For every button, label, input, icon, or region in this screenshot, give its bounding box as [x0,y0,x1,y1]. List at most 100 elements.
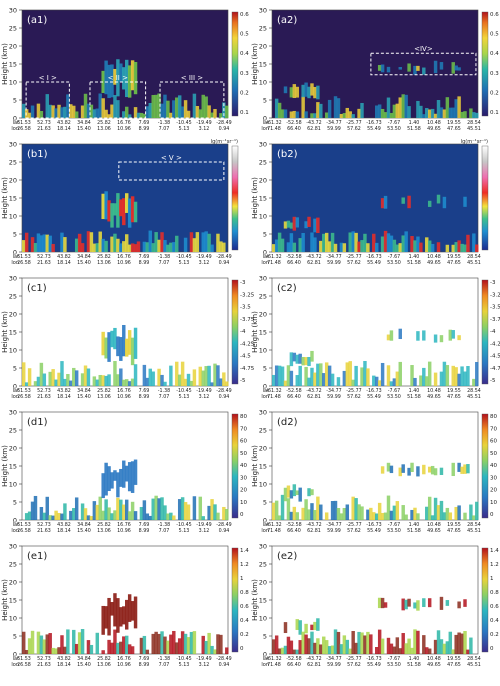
heatmap-cell [89,232,94,252]
lat-tick-label: 34.84 [77,522,91,528]
heatmap-cell [357,108,361,118]
y-axis-label: Height (km) [251,445,259,487]
heatmap-cell [292,352,297,362]
heatmap-cell [57,512,61,520]
colorbar-tick-label: 60 [240,439,247,445]
lat-tick-label: -1.38 [158,254,170,260]
heatmap-cell [416,630,420,654]
heatmap-cell [107,507,111,520]
heatmap-cell [154,232,158,252]
y-tick-label: 30 [9,409,17,417]
heatmap-cell [425,108,429,118]
lat-tick-label: -28.49 [216,120,231,126]
heatmap-cell [172,100,176,118]
lon-tick-label: 7.07 [159,528,170,534]
heatmap-cell [92,109,97,118]
lat-tick-label: -61.32 [266,120,281,126]
heatmap-cell [204,96,208,118]
heatmap-cell [419,242,423,252]
heatmap-cell [445,600,450,606]
heatmap-cell [395,637,400,654]
lon-tick-label: 71.48 [267,260,281,266]
heatmap-cell [210,112,214,118]
heatmap-cell [377,380,382,386]
panel-label: (a1) [27,15,47,26]
heatmap-cell [177,499,182,520]
y-tick-label: 15 [9,597,17,605]
heatmap-cell [466,649,470,654]
heatmap-cell [136,112,141,118]
y-tick-label: 10 [259,615,267,623]
y-axis-label: Height (km) [1,445,9,487]
heatmap-cell [183,100,188,118]
heatmap-cell [86,640,91,654]
heatmap-cell [207,632,211,654]
colorbar [231,413,239,519]
heatmap-cell [151,633,155,654]
heatmap-cell [130,501,135,520]
lon-tick-label: 59.99 [327,662,341,668]
heatmap-cell [380,638,385,654]
lon-tick-label: 15.40 [77,126,91,132]
heatmap-cell [27,112,32,118]
y-tick-label: 5 [13,97,17,105]
y-tick-label: 20 [259,311,267,319]
heatmap-cell [72,105,76,118]
heatmap-cell [292,242,297,252]
heatmap-cell [39,635,44,654]
lon-tick-label: 45.51 [467,394,481,400]
heatmap-cell [380,236,385,252]
lat-label: lat [263,120,269,126]
lon-tick-label: 21.63 [37,260,51,266]
y-tick-label: 0 [13,115,17,123]
heatmap-cell [116,374,120,386]
heatmap-cell [277,365,282,386]
y-axis-label: Height (km) [251,43,259,85]
heatmap-cell [395,501,400,520]
heatmap-cell [442,512,447,520]
colorbar-tick-label: -5 [240,378,246,384]
heatmap-cell [183,378,188,386]
lat-tick-label: -19.49 [196,656,211,662]
heatmap-cell [36,103,41,118]
heatmap-cell [377,597,382,609]
heatmap-cell [295,649,299,654]
heatmap-cell [336,377,341,386]
heatmap-cell [286,242,291,252]
heatmap-cell [313,237,317,252]
heatmap-cell [107,597,111,636]
heatmap-cell [360,632,364,654]
heatmap-cell [430,243,435,252]
heatmap-cell [60,232,64,252]
heatmap-cell [189,380,194,386]
heatmap-cell [27,368,32,386]
heatmap-cell [380,512,385,520]
panel-b2: 0 5 10 15 20 25 30 Height (km) (b2) latlon-61.327… [251,139,489,266]
heatmap-cell [375,105,379,118]
heatmap-cell [283,645,288,654]
heatmap-cell [319,103,323,118]
heatmap-cell [310,503,314,520]
heatmap-cell [313,372,317,386]
lon-tick-label: 0.94 [219,662,230,668]
heatmap-cell [454,65,458,71]
heatmap-cell [101,375,105,386]
heatmap-cell [386,495,391,520]
heatmap-cell [460,366,464,386]
heatmap-cell [122,324,126,357]
heatmap-cell [133,459,138,485]
colorbar-tick-label: 50 [490,451,497,457]
heatmap-cell [460,633,464,654]
heatmap-cell [125,234,129,252]
lat-label: lat [263,656,269,662]
heatmap-cell [286,485,291,498]
lat-tick-label: -1.38 [158,120,170,126]
heatmap-cell [413,240,417,252]
heatmap-cell [95,379,100,386]
colorbar-tick-label: 0.6 [240,12,249,18]
heatmap-cell [283,622,288,634]
lon-tick-label: 71.48 [267,126,281,132]
lon-tick-label: 3.12 [199,662,210,668]
heatmap-cell [283,86,288,94]
